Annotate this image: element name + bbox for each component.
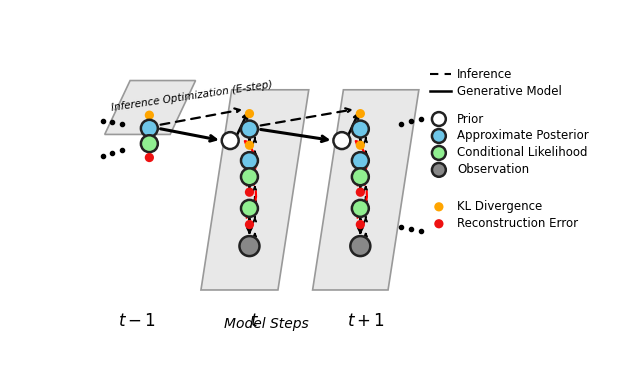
Circle shape bbox=[432, 146, 446, 160]
FancyArrowPatch shape bbox=[145, 140, 150, 150]
Text: Approximate Posterior: Approximate Posterior bbox=[458, 129, 589, 143]
Text: Conditional Likelihood: Conditional Likelihood bbox=[458, 146, 588, 159]
Polygon shape bbox=[105, 80, 196, 135]
Text: Inference Optimization (E-step): Inference Optimization (E-step) bbox=[111, 80, 273, 113]
Circle shape bbox=[432, 129, 446, 143]
Circle shape bbox=[241, 152, 258, 169]
Circle shape bbox=[239, 236, 259, 256]
Circle shape bbox=[141, 120, 158, 137]
Circle shape bbox=[145, 111, 154, 120]
Circle shape bbox=[241, 200, 258, 217]
Circle shape bbox=[245, 109, 254, 118]
Circle shape bbox=[245, 188, 254, 197]
Circle shape bbox=[435, 219, 444, 228]
Circle shape bbox=[352, 168, 369, 185]
Circle shape bbox=[432, 112, 446, 126]
Text: Reconstruction Error: Reconstruction Error bbox=[458, 217, 579, 230]
Circle shape bbox=[245, 220, 254, 229]
Text: Generative Model: Generative Model bbox=[458, 85, 562, 98]
Circle shape bbox=[245, 141, 254, 150]
Circle shape bbox=[241, 168, 258, 185]
Circle shape bbox=[141, 135, 158, 152]
Circle shape bbox=[241, 121, 258, 138]
FancyArrowPatch shape bbox=[245, 173, 256, 218]
Circle shape bbox=[333, 132, 350, 149]
Circle shape bbox=[352, 200, 369, 217]
Text: $t$: $t$ bbox=[250, 312, 259, 330]
Circle shape bbox=[356, 109, 365, 118]
Circle shape bbox=[350, 236, 371, 256]
Circle shape bbox=[356, 141, 365, 150]
Text: Model Steps: Model Steps bbox=[224, 317, 308, 331]
Circle shape bbox=[145, 153, 154, 162]
FancyArrowPatch shape bbox=[356, 141, 367, 185]
Circle shape bbox=[356, 188, 365, 197]
FancyArrowPatch shape bbox=[356, 173, 367, 218]
Circle shape bbox=[356, 220, 365, 229]
Circle shape bbox=[432, 163, 446, 177]
Circle shape bbox=[352, 121, 369, 138]
Text: $t+1$: $t+1$ bbox=[348, 312, 385, 330]
Text: Prior: Prior bbox=[458, 112, 484, 126]
Circle shape bbox=[352, 152, 369, 169]
Text: Inference: Inference bbox=[458, 68, 513, 81]
FancyArrowPatch shape bbox=[245, 141, 256, 185]
Text: $t-1$: $t-1$ bbox=[118, 312, 156, 330]
Circle shape bbox=[221, 132, 239, 149]
Circle shape bbox=[435, 202, 444, 211]
Text: KL Divergence: KL Divergence bbox=[458, 200, 543, 213]
Polygon shape bbox=[312, 90, 419, 290]
Text: Observation: Observation bbox=[458, 163, 529, 176]
Polygon shape bbox=[201, 90, 308, 290]
